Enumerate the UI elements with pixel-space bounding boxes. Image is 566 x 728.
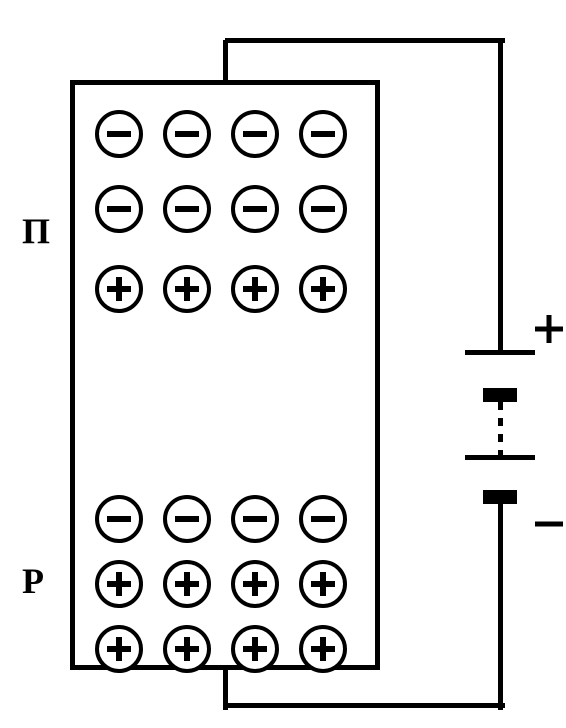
negative-charge (95, 110, 143, 158)
negative-charge (299, 495, 347, 543)
positive-charge (299, 625, 347, 673)
positive-charge (231, 560, 279, 608)
negative-charge (163, 185, 211, 233)
wire-top-stub (223, 40, 228, 85)
battery-plate-short-bottom (483, 490, 517, 504)
negative-charge (163, 110, 211, 158)
battery-dash (498, 434, 503, 442)
battery-dash (498, 402, 503, 410)
battery-plus-icon (535, 315, 563, 343)
positive-charge (299, 265, 347, 313)
battery-plate-long-top (465, 350, 535, 355)
positive-charge (163, 560, 211, 608)
wire-bottom-horizontal (225, 703, 505, 708)
wire-bottom-vertical (498, 495, 503, 710)
negative-charge (231, 110, 279, 158)
positive-charge (163, 265, 211, 313)
positive-charge (299, 560, 347, 608)
negative-charge (231, 495, 279, 543)
negative-charge (163, 495, 211, 543)
battery-dash (498, 418, 503, 426)
positive-charge (231, 265, 279, 313)
region-label-p: P (22, 560, 44, 602)
battery-minus-icon (535, 510, 563, 538)
region-label-n: Π (22, 210, 50, 252)
wire-top-vertical (498, 40, 503, 355)
negative-charge (95, 495, 143, 543)
negative-charge (95, 185, 143, 233)
battery-dash (498, 450, 503, 455)
positive-charge (163, 625, 211, 673)
positive-charge (95, 265, 143, 313)
negative-charge (299, 185, 347, 233)
battery-plate-short-top (483, 388, 517, 402)
wire-top-horizontal (225, 38, 505, 43)
battery-plate-long-bottom (465, 455, 535, 460)
positive-charge (95, 625, 143, 673)
negative-charge (299, 110, 347, 158)
positive-charge (95, 560, 143, 608)
circuit-diagram: ΠP (0, 0, 566, 728)
positive-charge (231, 625, 279, 673)
negative-charge (231, 185, 279, 233)
